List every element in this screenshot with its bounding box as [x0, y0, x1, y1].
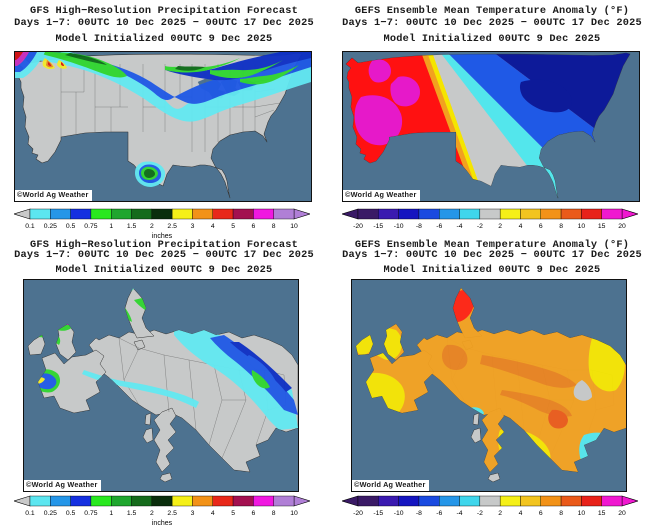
svg-text:20: 20: [618, 510, 626, 517]
svg-text:2: 2: [498, 510, 502, 517]
svg-text:-4: -4: [457, 510, 463, 517]
svg-text:-6: -6: [436, 510, 442, 517]
svg-text:-2: -2: [477, 510, 483, 517]
svg-text:0.5: 0.5: [66, 510, 76, 517]
svg-text:-15: -15: [373, 510, 383, 517]
svg-text:-20: -20: [353, 510, 363, 517]
svg-text:2: 2: [150, 510, 154, 517]
svg-text:3: 3: [191, 510, 195, 517]
svg-text:4: 4: [211, 510, 215, 517]
svg-text:inches: inches: [152, 520, 173, 527]
svg-text:0.75: 0.75: [84, 510, 97, 517]
svg-text:6: 6: [251, 510, 255, 517]
svg-text:15: 15: [598, 510, 606, 517]
svg-text:-10: -10: [394, 510, 404, 517]
svg-text:0.25: 0.25: [44, 510, 57, 517]
svg-text:10: 10: [290, 510, 298, 517]
svg-text:6: 6: [539, 510, 543, 517]
svg-text:2.5: 2.5: [167, 510, 177, 517]
svg-text:0.1: 0.1: [25, 510, 35, 517]
svg-text:4: 4: [519, 510, 523, 517]
svg-text:-8: -8: [416, 510, 422, 517]
svg-text:8: 8: [272, 510, 276, 517]
svg-text:1.5: 1.5: [127, 510, 137, 517]
svg-text:8: 8: [559, 510, 563, 517]
svg-text:10: 10: [578, 510, 586, 517]
svg-text:5: 5: [231, 510, 235, 517]
svg-text:1: 1: [109, 510, 113, 517]
